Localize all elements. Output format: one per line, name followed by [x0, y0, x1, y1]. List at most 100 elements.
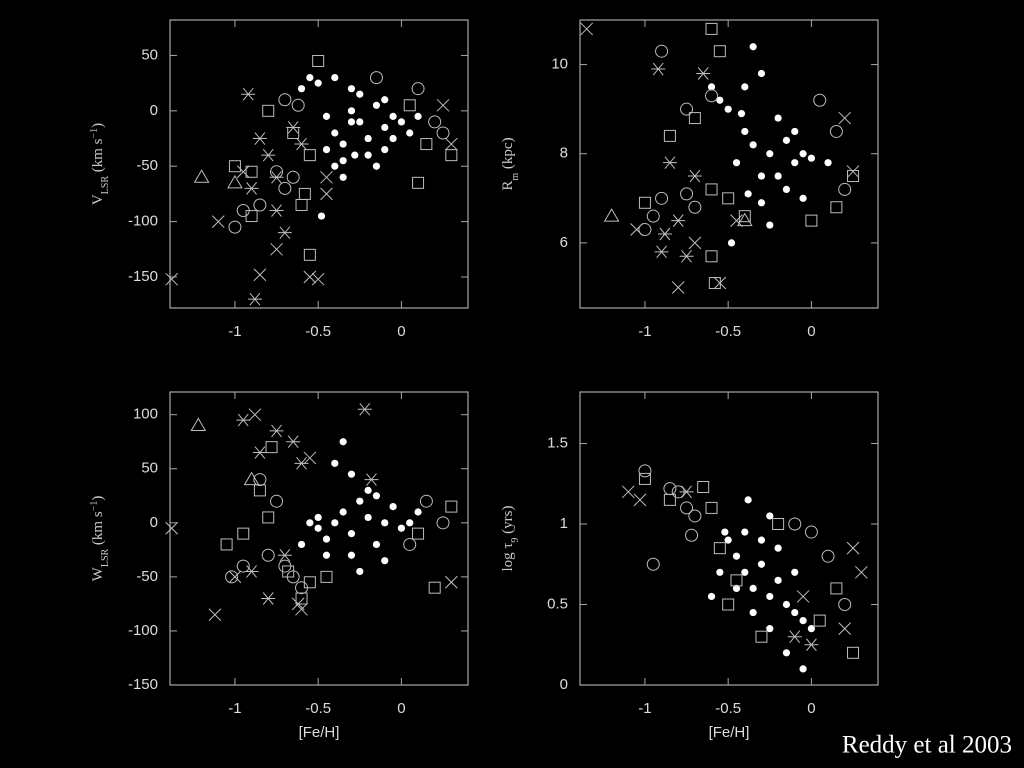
point	[705, 89, 719, 103]
point	[303, 248, 316, 261]
point	[339, 508, 347, 516]
point	[741, 528, 749, 536]
point	[428, 581, 441, 594]
point	[722, 192, 735, 205]
y-tick-label: 0	[150, 102, 158, 119]
point	[412, 527, 425, 540]
point	[705, 501, 718, 514]
point	[297, 85, 306, 93]
point	[248, 408, 262, 422]
point	[347, 470, 356, 478]
y-axis-label-part: m	[510, 173, 521, 181]
point	[347, 85, 356, 93]
y-axis-label-part: W	[90, 566, 106, 581]
y-tick-label: 0	[560, 676, 568, 693]
point	[774, 172, 782, 180]
point	[804, 525, 818, 539]
point	[211, 215, 225, 228]
point	[655, 44, 669, 58]
point	[303, 576, 316, 589]
x-tick-label: -1	[228, 700, 241, 717]
y-tick-label: 50	[141, 460, 158, 477]
point	[294, 457, 309, 470]
point	[262, 104, 275, 117]
point	[347, 551, 356, 559]
point	[381, 123, 389, 132]
y-tick-label: 10	[551, 56, 568, 73]
point	[741, 83, 749, 91]
point	[303, 149, 316, 162]
point	[646, 209, 660, 223]
point	[270, 242, 283, 256]
point	[228, 570, 242, 584]
point	[227, 174, 243, 189]
point	[381, 519, 389, 527]
point	[372, 162, 381, 170]
point	[314, 524, 322, 532]
point	[766, 625, 774, 633]
point	[799, 150, 807, 158]
point	[791, 159, 799, 167]
y-axis-label: log τ9 (yrs)	[500, 505, 521, 571]
point	[722, 598, 735, 611]
point	[782, 136, 791, 144]
point	[633, 493, 647, 507]
point	[403, 99, 416, 112]
y-axis-label-part: (km s	[90, 511, 106, 549]
point	[322, 146, 331, 154]
point	[428, 115, 442, 129]
point	[406, 129, 414, 137]
y-tick-label: 1	[560, 515, 568, 532]
point	[829, 124, 843, 138]
point	[757, 560, 766, 568]
point	[807, 154, 816, 162]
point	[317, 212, 326, 220]
y-axis-label: Rm (kpc)	[500, 137, 521, 190]
point	[663, 129, 676, 142]
point	[356, 118, 364, 126]
point	[830, 582, 843, 595]
point	[190, 417, 207, 432]
point	[749, 584, 757, 593]
point	[436, 98, 450, 112]
point	[339, 173, 347, 181]
point	[356, 90, 364, 98]
point	[662, 156, 677, 169]
point	[796, 590, 810, 603]
point	[663, 493, 676, 506]
point	[838, 111, 852, 125]
x-tick-label: -1	[638, 700, 651, 717]
point	[331, 519, 339, 527]
point	[356, 567, 364, 576]
point	[237, 527, 250, 540]
point	[730, 574, 743, 587]
point	[445, 500, 458, 513]
point	[744, 190, 752, 198]
point	[261, 148, 276, 162]
point	[320, 187, 333, 201]
point	[286, 435, 301, 449]
y-axis-label-part: −1	[89, 128, 100, 139]
point	[799, 194, 807, 202]
point	[364, 486, 372, 494]
y-tick-label: -50	[136, 568, 158, 585]
point	[265, 441, 278, 454]
point	[253, 268, 267, 282]
point	[688, 112, 701, 125]
point	[397, 118, 406, 126]
point	[757, 172, 766, 180]
point	[741, 127, 749, 136]
point	[847, 170, 860, 183]
point	[716, 96, 724, 104]
point	[314, 513, 322, 522]
plot-frame	[579, 19, 879, 309]
y-tick-label: -100	[128, 213, 158, 230]
point	[311, 272, 325, 286]
point	[389, 112, 397, 120]
point	[436, 516, 450, 530]
point	[830, 201, 843, 214]
point	[269, 204, 284, 217]
point	[791, 568, 799, 576]
point	[741, 568, 749, 576]
